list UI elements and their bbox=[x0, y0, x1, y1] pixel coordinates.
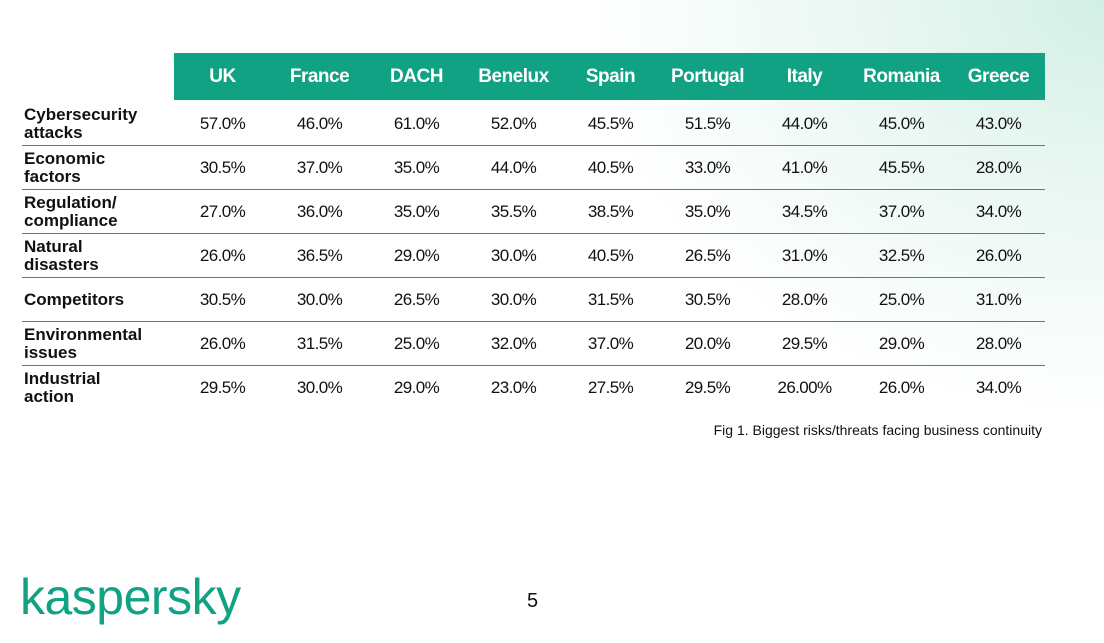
table-cell: 61.0% bbox=[393, 114, 440, 133]
column-header: Romania bbox=[863, 66, 940, 87]
table-cell: 26.0% bbox=[199, 246, 246, 265]
table-cell: 52.0% bbox=[490, 114, 537, 133]
table-cell: 29.0% bbox=[393, 378, 440, 397]
table-cell: 32.5% bbox=[878, 246, 925, 265]
table-cell: 29.5% bbox=[199, 378, 246, 397]
table-row: Natural disasters 26.0% 36.5% 29.0% 30.0% 40.… bbox=[22, 234, 1045, 278]
table-cell: 31.5% bbox=[587, 290, 634, 309]
row-label: Economic factors bbox=[24, 148, 106, 186]
row-label: Natural disasters bbox=[24, 236, 99, 274]
table-cell: 29.5% bbox=[781, 334, 828, 353]
column-header: Spain bbox=[585, 66, 636, 87]
table-cell: 37.0% bbox=[296, 158, 343, 177]
table-cell: 26.0% bbox=[878, 378, 925, 397]
table-cell: 35.0% bbox=[684, 202, 731, 221]
table-row: Cybersecurity attacks 57.0% 46.0% 61.0% 52.0… bbox=[22, 102, 1045, 146]
table-row: Competitors 30.5% 30.0% 26.5% 30.0% 31.5% 30.5… bbox=[22, 278, 1045, 322]
table-cell: 25.0% bbox=[393, 334, 440, 353]
table-cell: 51.5% bbox=[684, 114, 731, 133]
column-header: Italy bbox=[786, 66, 823, 87]
table-cell: 26.00% bbox=[777, 378, 832, 397]
table-cell: 30.5% bbox=[199, 158, 246, 177]
table-cell: 30.5% bbox=[684, 290, 731, 309]
table-cell: 43.0% bbox=[975, 114, 1022, 133]
table-cell: 26.5% bbox=[684, 246, 731, 265]
row-label: Industrial action bbox=[24, 368, 101, 406]
table-row: Regulation/ compliance 27.0% 36.0% 35.0% 35.… bbox=[22, 190, 1045, 234]
row-label: Environmental issues bbox=[24, 324, 143, 362]
table-cell: 30.0% bbox=[296, 378, 343, 397]
table-cell: 45.5% bbox=[587, 114, 634, 133]
table-cell: 20.0% bbox=[684, 334, 731, 353]
table-cell: 30.5% bbox=[199, 290, 246, 309]
table-cell: 33.0% bbox=[684, 158, 731, 177]
table-cell: 31.0% bbox=[781, 246, 828, 265]
column-header: Portugal bbox=[670, 66, 745, 87]
table-cell: 28.0% bbox=[975, 158, 1022, 177]
table-cell: 26.5% bbox=[393, 290, 440, 309]
table-cell: 26.0% bbox=[975, 246, 1022, 265]
table-cell: 29.0% bbox=[878, 334, 925, 353]
table-cell: 28.0% bbox=[975, 334, 1022, 353]
table-cell: 37.0% bbox=[587, 334, 634, 353]
table-cell: 34.0% bbox=[975, 202, 1022, 221]
row-label: Competitors bbox=[24, 289, 125, 309]
table-cell: 41.0% bbox=[781, 158, 828, 177]
table-cell: 40.5% bbox=[587, 246, 634, 265]
table-cell: 28.0% bbox=[781, 290, 828, 309]
table-cell: 35.0% bbox=[393, 158, 440, 177]
table-cell: 45.0% bbox=[878, 114, 925, 133]
page-number: 5 bbox=[527, 590, 539, 612]
table-cell: 30.0% bbox=[490, 246, 537, 265]
table-cell: 44.0% bbox=[490, 158, 537, 177]
table-cell: 23.0% bbox=[490, 378, 537, 397]
table-cell: 57.0% bbox=[199, 114, 246, 133]
table-cell: 35.5% bbox=[490, 202, 537, 221]
table-cell: 26.0% bbox=[199, 334, 246, 353]
table-row: Environmental issues 26.0% 31.5% 25.0% 32.0%… bbox=[22, 322, 1045, 366]
column-header: Benelux bbox=[478, 66, 549, 87]
logo: kaspersky bbox=[20, 569, 241, 625]
table-cell: 29.0% bbox=[393, 246, 440, 265]
table-cell: 25.0% bbox=[878, 290, 925, 309]
column-header: UK bbox=[209, 66, 236, 87]
table-cell: 38.5% bbox=[587, 202, 634, 221]
row-label: Cybersecurity attacks bbox=[24, 104, 138, 142]
table-cell: 32.0% bbox=[490, 334, 537, 353]
header-bar: UK France DACH Benelux Spain Portugal Italy Rom… bbox=[174, 53, 1045, 100]
table-cell: 31.0% bbox=[975, 290, 1022, 309]
table-cell: 31.5% bbox=[296, 334, 343, 353]
table-cell: 30.0% bbox=[296, 290, 343, 309]
table-cell: 40.5% bbox=[587, 158, 634, 177]
table-cell: 34.5% bbox=[781, 202, 828, 221]
caption: Fig 1. Biggest risks/threats facing busi… bbox=[713, 422, 1042, 438]
table-row: Economic factors 30.5% 37.0% 35.0% 44.0% 40.5… bbox=[22, 146, 1045, 190]
table-cell: 45.5% bbox=[878, 158, 925, 177]
table-cell: 27.5% bbox=[587, 378, 634, 397]
row-label: Regulation/ compliance bbox=[24, 192, 118, 230]
table-cell: 30.0% bbox=[490, 290, 537, 309]
table-cell: 34.0% bbox=[975, 378, 1022, 397]
column-header: Greece bbox=[967, 66, 1030, 87]
table-cell: 44.0% bbox=[781, 114, 828, 133]
table-row: Industrial action 29.5% 30.0% 29.0% 23.0% 27.… bbox=[22, 366, 1045, 409]
table-cell: 35.0% bbox=[393, 202, 440, 221]
table-cell: 36.0% bbox=[296, 202, 343, 221]
table-cell: 37.0% bbox=[878, 202, 925, 221]
column-header: France bbox=[289, 66, 350, 87]
table-cell: 27.0% bbox=[199, 202, 246, 221]
table-cell: 36.5% bbox=[296, 246, 343, 265]
column-header: DACH bbox=[390, 66, 443, 87]
table-cell: 29.5% bbox=[684, 378, 731, 397]
table-cell: 46.0% bbox=[296, 114, 343, 133]
